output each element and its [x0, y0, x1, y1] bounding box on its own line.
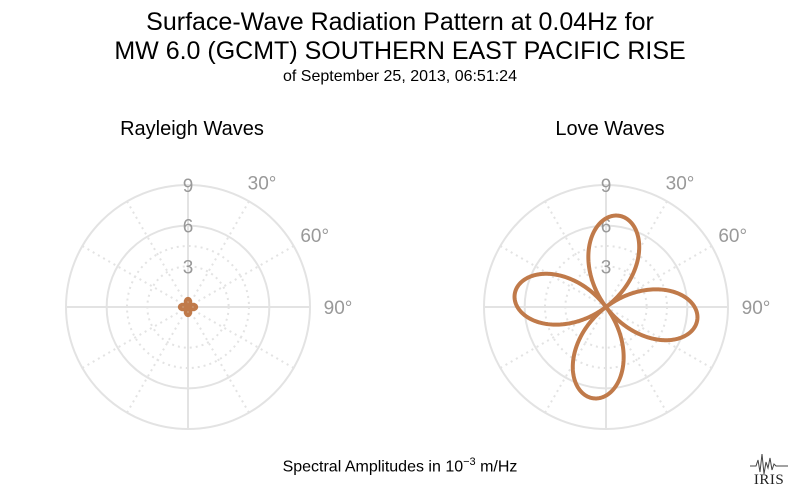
grid-spoke: [187, 306, 250, 414]
angle-tick-label: 60°: [718, 226, 747, 247]
angle-tick-label: 90°: [324, 298, 353, 319]
seismogram-icon: [750, 453, 788, 475]
radiation-pattern-line: [512, 213, 700, 401]
rayleigh-panel-title: Rayleigh Waves: [120, 118, 264, 140]
grid-ring: [483, 184, 729, 430]
angle-tick-label: 30°: [666, 173, 695, 194]
chart-subtitle: of September 25, 2013, 06:51:24: [283, 68, 517, 85]
polar-plot-love: 3 6 9 30° 60° 90°: [483, 173, 771, 430]
axis-units-label: Spectral Amplitudes in 10−3 m/Hz: [0, 456, 800, 476]
polar-plot-rayleigh: 3 6 9 30° 60° 90°: [65, 173, 353, 430]
units-suffix: m/Hz: [475, 458, 518, 476]
grid-ring: [105, 224, 271, 390]
grid-ring: [146, 265, 230, 349]
radial-tick-label: 3: [183, 257, 194, 278]
grid-spoke: [605, 245, 713, 308]
chart-title-block: Surface-Wave Radiation Pattern at 0.04Hz…: [0, 8, 800, 87]
grid-spoke: [499, 306, 607, 369]
radial-tick-label: 9: [183, 176, 194, 197]
grid-ring-minor: [126, 245, 250, 369]
grid-ring: [564, 265, 648, 349]
radiation-pattern-line: [177, 296, 199, 318]
units-base: 10: [445, 458, 464, 476]
angle-tick-label: 90°: [742, 298, 771, 319]
radial-tick-label: 6: [183, 217, 194, 238]
radial-tick-label: 3: [601, 257, 612, 278]
units-exponent: −3: [463, 456, 476, 468]
iris-logo: IRIS: [750, 453, 788, 488]
angle-tick-label: 30°: [248, 173, 277, 194]
grid-ring-minor: [544, 245, 668, 369]
iris-logo-text: IRIS: [754, 472, 784, 488]
grid-spoke: [187, 245, 295, 308]
chart-title-line-1: Surface-Wave Radiation Pattern at 0.04Hz…: [146, 8, 654, 36]
angle-tick-label: 60°: [300, 226, 329, 247]
grid-spoke: [605, 306, 668, 414]
grid-spoke: [81, 306, 189, 369]
grid-spoke: [126, 200, 189, 308]
radial-tick-label: 6: [601, 217, 612, 238]
grid-spoke: [544, 200, 607, 308]
grid-ring: [65, 184, 311, 430]
love-panel-title: Love Waves: [555, 118, 665, 140]
radial-tick-label: 9: [601, 176, 612, 197]
units-prefix: Spectral Amplitudes in: [282, 458, 446, 476]
chart-title-line-2: MW 6.0 (GCMT) SOUTHERN EAST PACIFIC RISE: [114, 37, 686, 65]
grid-ring: [523, 224, 689, 390]
